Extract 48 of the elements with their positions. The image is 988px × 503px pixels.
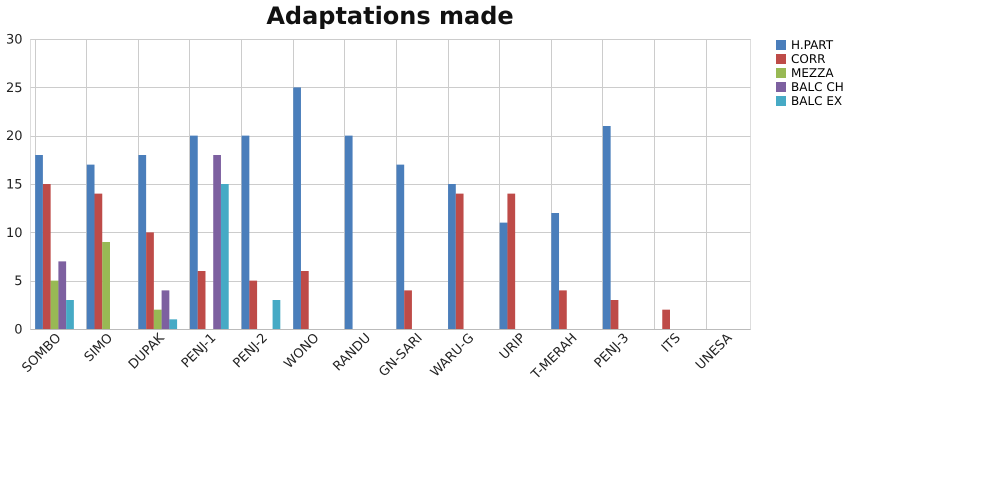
- bar: [500, 222, 508, 329]
- legend-label: BALC EX: [791, 94, 842, 108]
- bar: [138, 155, 146, 329]
- bar: [58, 261, 66, 329]
- bar: [242, 136, 250, 329]
- bar: [50, 280, 58, 329]
- bar: [300, 271, 309, 329]
- y-tick-label: 20: [6, 129, 22, 144]
- y-tick-label: 15: [6, 178, 22, 192]
- x-tick-label: ITS: [659, 330, 684, 356]
- y-tick-label: 0: [14, 322, 22, 338]
- y-tick-label: 5: [14, 274, 22, 290]
- bar: [154, 310, 162, 329]
- legend-label: BALC CH: [791, 80, 844, 94]
- bar: [396, 164, 404, 329]
- bar: [272, 300, 280, 329]
- bar: [146, 232, 154, 329]
- bar: [162, 290, 170, 329]
- bar: [102, 242, 110, 329]
- bar: [66, 300, 74, 329]
- bar: [551, 213, 560, 329]
- bar: [249, 280, 258, 329]
- legend-label: MEZZA: [791, 66, 834, 80]
- bar: [198, 271, 206, 329]
- bar: [293, 87, 301, 329]
- bar: [404, 290, 412, 329]
- y-tick-label: 30: [6, 32, 22, 48]
- bar: [344, 136, 353, 329]
- bar: [94, 194, 102, 329]
- bar: [602, 126, 611, 329]
- legend-label: H.PART: [791, 38, 834, 52]
- bar: [35, 155, 43, 329]
- bar: [169, 319, 178, 329]
- bar: [662, 310, 670, 329]
- bar: [220, 184, 229, 329]
- chart-title: Adaptations made: [266, 2, 514, 30]
- legend-label: CORR: [791, 52, 826, 66]
- bar: [213, 155, 221, 329]
- bar: [86, 164, 95, 329]
- bar: [190, 136, 198, 329]
- y-tick-label: 10: [6, 226, 22, 241]
- y-tick-label: 25: [6, 80, 22, 96]
- bar: [610, 300, 618, 329]
- bar: [456, 194, 464, 329]
- bar: [42, 184, 51, 329]
- bar: [559, 290, 567, 329]
- bar: [448, 184, 456, 329]
- bar: [507, 194, 516, 329]
